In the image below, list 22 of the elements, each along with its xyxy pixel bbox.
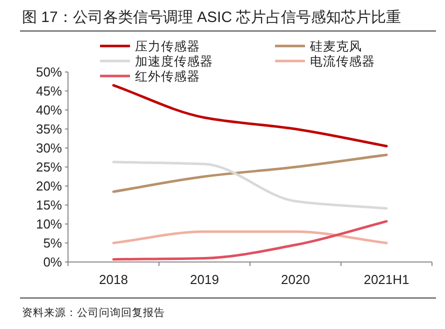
legend-label: 硅麦克风 <box>309 40 362 54</box>
y-tick-label: 15% <box>36 198 62 212</box>
y-tick-label: 5% <box>43 236 62 250</box>
y-tick-label: 40% <box>36 102 62 118</box>
legend-label: 加速度传感器 <box>135 54 213 68</box>
legend-label: 压力传感器 <box>135 40 200 54</box>
x-tick-label: 2020 <box>281 272 310 287</box>
y-tick-label: 10% <box>36 216 62 232</box>
y-tick-label: 45% <box>36 84 62 98</box>
legend-label: 电流传感器 <box>310 54 375 68</box>
annotation: 资料来源：公司问询回复报告 <box>22 307 165 319</box>
title: 图 17：公司各类信号调理 ASIC 芯片占信号感知芯片比重 <box>22 9 402 26</box>
y-tick-label: 20% <box>36 178 62 194</box>
x-tick-label: 2021H1 <box>364 272 410 287</box>
x-tick-label: 2018 <box>99 272 128 287</box>
y-tick-label: 35% <box>36 122 62 136</box>
y-tick-label: 0% <box>43 254 62 270</box>
x-tick-label: 2019 <box>190 272 219 287</box>
y-tick-label: 30% <box>36 140 62 156</box>
legend-label: 红外传感器 <box>135 70 200 84</box>
y-tick-label: 50% <box>36 64 62 80</box>
y-tick-label: 25% <box>36 160 62 174</box>
